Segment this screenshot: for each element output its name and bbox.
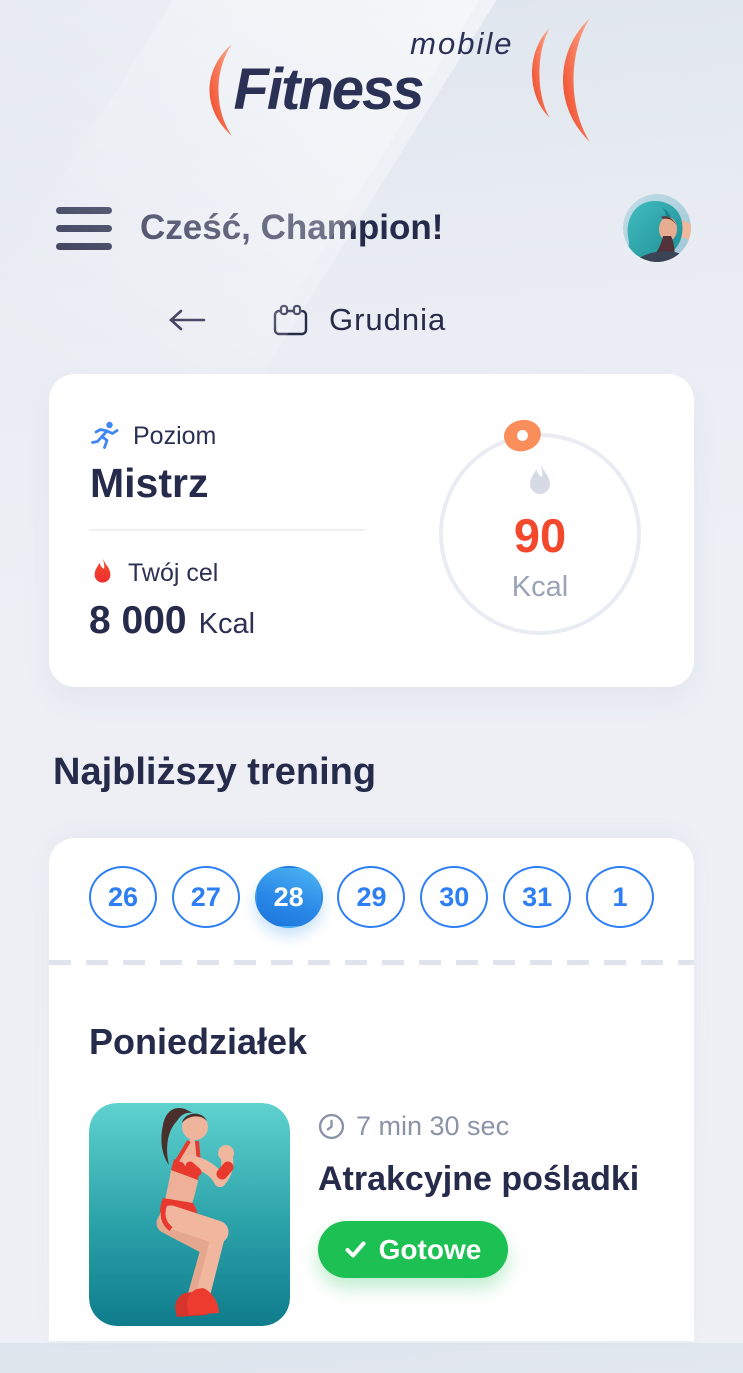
divider	[89, 529, 365, 531]
calendar-icon	[273, 304, 308, 335]
day-pill-1[interactable]: 1	[585, 866, 654, 928]
stats-card: Poziom Mistrz Twój cel 8 000 Kcal 90 Kca	[49, 374, 694, 687]
flame-icon	[94, 556, 111, 583]
runner-icon	[91, 421, 119, 449]
dashed-divider	[49, 960, 694, 965]
workout-card: 26 27 28 29 30 31 1 Poniedziałek	[49, 838, 694, 1341]
logo-swoosh-left-icon	[209, 44, 232, 136]
flame-icon	[530, 460, 550, 495]
month-label: Grudnia	[329, 302, 447, 337]
day-pill-30[interactable]: 30	[420, 866, 489, 928]
hamburger-icon[interactable]	[56, 205, 112, 252]
workout-thumbnail[interactable]	[89, 1103, 290, 1326]
goal-label: Twój cel	[128, 558, 219, 587]
workout-title: Atrakcyjne pośladki	[318, 1160, 640, 1198]
done-button[interactable]: Gotowe	[318, 1221, 508, 1278]
section-title: Najbliższy trening	[53, 751, 377, 793]
page-title: Cześć, Champion!	[140, 208, 444, 247]
day-pill-27[interactable]: 27	[171, 866, 240, 928]
gauge-unit: Kcal	[511, 571, 569, 603]
goal-value: 8 000	[89, 599, 187, 642]
header: Cześć, Champion!	[56, 194, 691, 262]
day-picker: 26 27 28 29 30 31 1	[89, 866, 654, 928]
day-pill-31[interactable]: 31	[503, 866, 572, 928]
done-button-label: Gotowe	[378, 1233, 482, 1265]
logo-swoosh-right-icon	[531, 18, 590, 142]
logo-word-fitness: Fitness	[233, 57, 425, 122]
logo-word-mobile: mobile	[410, 26, 514, 61]
workout-duration: 7 min 30 sec	[356, 1111, 510, 1141]
day-heading: Poniedziałek	[89, 1021, 308, 1062]
clock-icon	[318, 1113, 345, 1140]
check-icon	[345, 1241, 366, 1258]
app-logo: mobile Fitness	[209, 18, 590, 142]
month-selector[interactable]: Grudnia	[272, 302, 446, 338]
level-value: Mistrz	[90, 460, 209, 506]
date-nav: Grudnia	[168, 302, 743, 338]
level-label: Poziom	[133, 421, 217, 450]
day-pill-28-selected[interactable]: 28	[254, 866, 323, 928]
calories-gauge: 90 Kcal	[434, 415, 646, 640]
day-pill-26[interactable]: 26	[89, 866, 157, 928]
avatar[interactable]	[623, 194, 691, 262]
goal-unit: Kcal	[198, 608, 256, 640]
day-pill-29[interactable]: 29	[337, 866, 406, 928]
workout-info: 7 min 30 sec Atrakcyjne pośladki Gotowe	[318, 1103, 639, 1326]
gauge-value: 90	[513, 509, 567, 562]
back-arrow-icon[interactable]	[168, 309, 206, 331]
workout-item: 7 min 30 sec Atrakcyjne pośladki Gotowe	[89, 1103, 654, 1326]
